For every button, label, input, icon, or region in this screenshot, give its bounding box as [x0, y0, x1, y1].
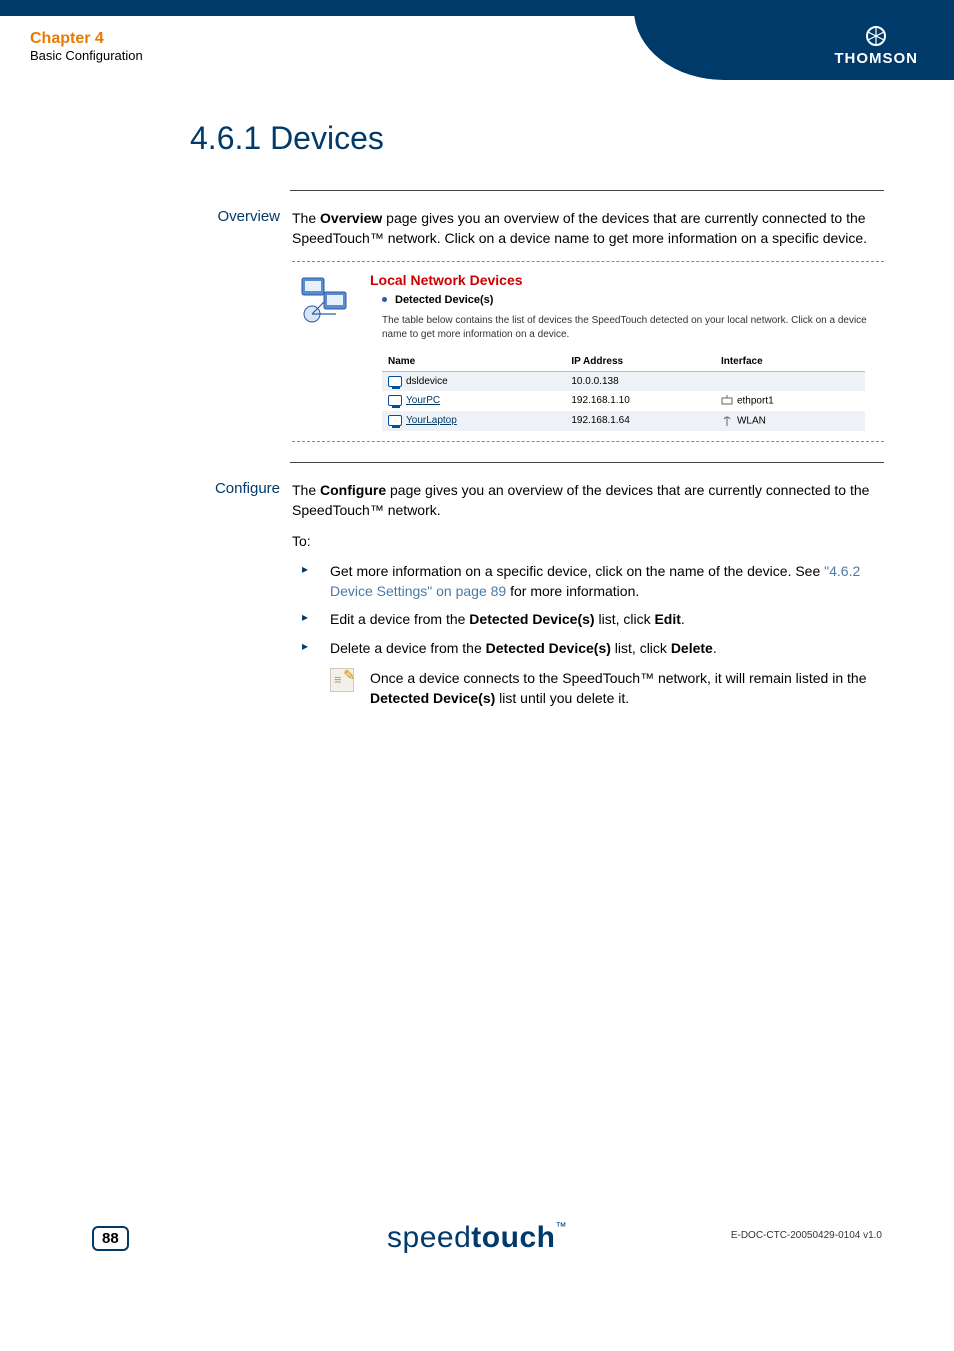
overview-section: Overview The Overview page gives you an … — [200, 208, 884, 442]
interface-icon — [721, 415, 733, 427]
list-item: Get more information on a specific devic… — [292, 561, 884, 602]
chapter-block: Chapter 4 Basic Configuration — [30, 30, 143, 63]
device-icon — [388, 376, 402, 387]
bullet-icon — [382, 297, 387, 302]
ip-address: 10.0.0.138 — [565, 371, 715, 391]
device-icon — [388, 415, 402, 426]
device-name-link[interactable]: YourLaptop — [406, 415, 457, 426]
ip-address: 192.168.1.10 — [565, 391, 715, 411]
device-icon — [388, 395, 402, 406]
list-item: Delete a device from the Detected Device… — [292, 638, 884, 658]
divider — [290, 462, 884, 463]
interface-name: WLAN — [737, 415, 766, 426]
thomson-logo: THOMSON — [834, 26, 918, 67]
configure-section: Configure The Configure page gives you a… — [200, 480, 884, 709]
panel-title: Local Network Devices — [370, 272, 878, 288]
divider — [290, 190, 884, 191]
configure-text: The Configure page gives you an overview… — [292, 480, 884, 709]
device-name: dsldevice — [406, 376, 448, 387]
devices-table: Name IP Address Interface dsldevice 10.0.… — [382, 352, 865, 431]
speedtouch-logo: speedtouch™ — [387, 1221, 567, 1254]
overview-label: Overview — [200, 208, 280, 225]
devices-panel-screenshot: Local Network Devices Detected Device(s)… — [292, 261, 884, 442]
table-row: YourPC 192.168.1.10 ethport1 — [382, 391, 865, 411]
chapter-subtitle: Basic Configuration — [30, 48, 143, 63]
page-header: THOMSON Chapter 4 Basic Configuration — [0, 0, 954, 80]
detected-devices-heading: Detected Device(s) — [382, 294, 878, 306]
configure-label: Configure — [200, 480, 280, 497]
thomson-wordmark: THOMSON — [834, 50, 918, 67]
thomson-mark-icon — [834, 26, 918, 50]
section-heading: 4.6.1 Devices — [190, 120, 384, 157]
chapter-title: Chapter 4 — [30, 30, 143, 48]
to-label: To: — [292, 531, 884, 551]
panel-description: The table below contains the list of dev… — [382, 314, 878, 342]
ip-address: 192.168.1.64 — [565, 411, 715, 431]
table-row: YourLaptop 192.168.1.64 WLAN — [382, 411, 865, 431]
interface-name: ethport1 — [737, 395, 774, 406]
note-icon — [330, 668, 354, 692]
overview-text: The Overview page gives you an overview … — [292, 208, 884, 249]
col-name: Name — [382, 352, 565, 372]
col-ip: IP Address — [565, 352, 715, 372]
list-item: Edit a device from the Detected Device(s… — [292, 609, 884, 629]
document-id: E-DOC-CTC-20050429-0104 v1.0 — [731, 1230, 882, 1241]
page-number: 88 — [92, 1226, 129, 1251]
interface-icon — [721, 395, 733, 407]
note-text: Once a device connects to the SpeedTouch… — [370, 668, 884, 709]
network-devices-icon — [298, 272, 352, 326]
cross-reference: "4.6.2 Device Settings" on page 89 — [330, 563, 860, 599]
note: Once a device connects to the SpeedTouch… — [292, 668, 884, 709]
table-row: dsldevice 10.0.0.138 — [382, 371, 865, 391]
device-name-link[interactable]: YourPC — [406, 395, 440, 406]
col-interface: Interface — [715, 352, 865, 372]
